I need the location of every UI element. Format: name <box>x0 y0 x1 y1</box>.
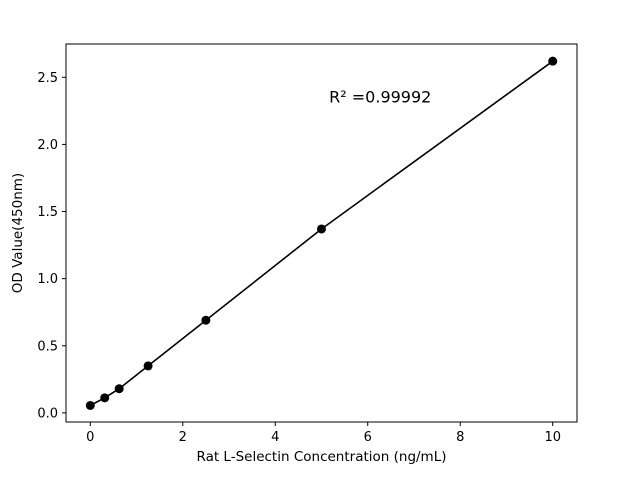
x-tick-label: 6 <box>364 430 372 445</box>
x-tick-label: 2 <box>179 430 187 445</box>
x-axis-label: Rat L-Selectin Concentration (ng/mL) <box>196 449 446 465</box>
y-tick-label: 2.5 <box>37 71 58 86</box>
x-tick-label: 10 <box>544 430 561 445</box>
y-tick-label: 1.0 <box>37 272 58 287</box>
data-point <box>143 361 153 371</box>
data-point <box>100 393 110 403</box>
data-point <box>317 224 326 234</box>
x-tick-label: 8 <box>456 430 464 445</box>
x-tick-label: 0 <box>86 430 94 445</box>
data-point <box>85 400 95 410</box>
r-squared-annotation: R² =0.99992 <box>329 88 431 107</box>
data-point <box>548 56 558 66</box>
y-tick-label: 0.5 <box>37 339 58 354</box>
y-tick-label: 1.5 <box>37 205 58 220</box>
x-tick-label: 4 <box>271 430 279 445</box>
y-tick-label: 0.0 <box>37 406 58 421</box>
y-axis-label: OD Value(450nm) <box>10 173 26 293</box>
y-tick-label: 2.0 <box>37 138 58 153</box>
data-point <box>114 384 124 394</box>
axes-spines <box>65 43 578 423</box>
data-point <box>201 315 211 325</box>
